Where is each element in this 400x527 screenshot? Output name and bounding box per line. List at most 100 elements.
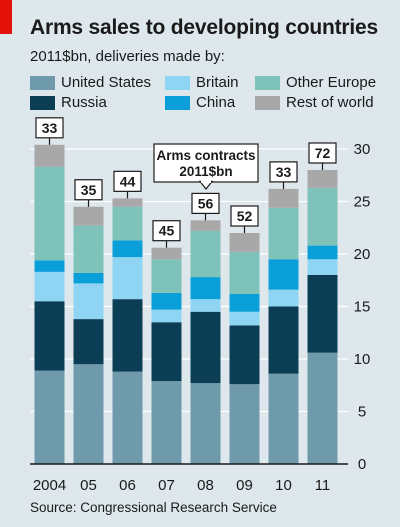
legend: United States Russia Britain China Other… xyxy=(30,74,400,116)
chart-title: Arms sales to developing countries xyxy=(30,16,378,39)
bar-segment-britain xyxy=(151,309,182,323)
bar-segment-russia xyxy=(73,319,104,365)
bar-segment-rest-of-world xyxy=(190,220,221,231)
bar-segment-russia xyxy=(268,306,299,374)
bar-segment-united-states xyxy=(112,371,143,464)
bar-segment-other-europe xyxy=(151,259,182,293)
legend-item-rest-of-world: Rest of world xyxy=(255,94,374,111)
x-tick-label: 11 xyxy=(315,477,331,494)
bar-segment-united-states xyxy=(190,383,221,464)
bar-segment-rest-of-world xyxy=(229,233,260,252)
legend-swatch-other-europe xyxy=(255,75,280,90)
bar-segment-russia xyxy=(307,275,338,353)
y-tick-label: 20 xyxy=(354,246,371,263)
x-tick-label: 07 xyxy=(158,477,175,494)
x-tick-label: 08 xyxy=(197,477,214,494)
bar-segment-united-states xyxy=(307,352,338,464)
bar-segment-russia xyxy=(34,301,65,371)
source-note: Source: Congressional Research Service xyxy=(30,500,277,515)
bar-segment-britain xyxy=(190,299,221,312)
contract-value-label: 72 xyxy=(315,145,331,161)
x-tick-label: 05 xyxy=(80,477,97,494)
x-tick-label: 06 xyxy=(119,477,136,494)
bar-segment-united-states xyxy=(34,370,65,464)
bar-segment-rest-of-world xyxy=(34,144,65,167)
y-tick-label: 0 xyxy=(358,456,366,473)
contract-value-label: 52 xyxy=(237,208,253,224)
bar-segment-china xyxy=(229,293,260,312)
bar-segment-rest-of-world xyxy=(268,188,299,208)
chart-subtitle: 2011$bn, deliveries made by: xyxy=(30,48,225,65)
bar-segment-china xyxy=(268,259,299,290)
bar-segment-rest-of-world xyxy=(307,170,338,188)
legend-label-other-europe: Other Europe xyxy=(286,74,377,91)
bar-segment-other-europe xyxy=(34,166,65,261)
red-tag xyxy=(0,0,12,34)
bar-segment-other-europe xyxy=(307,187,338,246)
x-tick-label: 2004 xyxy=(33,477,66,494)
bar-segment-rest-of-world xyxy=(112,198,143,207)
callout-text: Arms contracts xyxy=(156,148,255,163)
bar-segment-china xyxy=(190,277,221,300)
bar-segment-china xyxy=(73,272,104,284)
x-tick-label: 09 xyxy=(236,477,253,494)
contract-value-label: 33 xyxy=(42,120,58,136)
y-tick-label: 5 xyxy=(358,404,366,421)
y-tick-label: 30 xyxy=(354,141,371,158)
bar-segment-other-europe xyxy=(190,230,221,278)
legend-label-rest-of-world: Rest of world xyxy=(286,94,374,111)
legend-swatch-rest-of-world xyxy=(255,95,280,110)
bar-segment-china xyxy=(151,292,182,310)
bar-segment-russia xyxy=(229,325,260,385)
bar-segment-russia xyxy=(112,299,143,372)
legend-label-russia: Russia xyxy=(61,94,107,111)
bar-segment-united-states xyxy=(229,384,260,464)
callout-text: 2011$bn xyxy=(179,164,232,179)
bar-segment-britain xyxy=(229,311,260,326)
contract-value-label: 56 xyxy=(198,195,214,211)
contract-value-label: 44 xyxy=(120,173,136,189)
bar-segment-russia xyxy=(151,322,182,382)
callout-box xyxy=(153,143,259,183)
legend-label-united-states: United States xyxy=(61,74,152,91)
bar-segment-other-europe xyxy=(229,251,260,294)
legend-item-russia: Russia xyxy=(30,94,107,111)
bar-segment-rest-of-world xyxy=(73,206,104,226)
bar-segment-britain xyxy=(268,289,299,307)
bar-segment-united-states xyxy=(73,364,104,464)
bar-segment-china xyxy=(307,245,338,260)
y-tick-label: 15 xyxy=(354,299,371,316)
legend-label-britain: Britain xyxy=(196,74,239,91)
callout-pointer-cover xyxy=(201,180,211,183)
bar-segment-britain xyxy=(307,259,338,275)
legend-item-china: China xyxy=(165,94,235,111)
bar-segment-rest-of-world xyxy=(151,247,182,260)
bar-segment-other-europe xyxy=(73,225,104,273)
bar-segment-united-states xyxy=(268,373,299,464)
bar-segment-china xyxy=(112,240,143,258)
bar-segment-russia xyxy=(190,311,221,384)
legend-swatch-china xyxy=(165,95,190,110)
bar-segment-other-europe xyxy=(112,206,143,241)
contract-value-label: 33 xyxy=(276,164,292,180)
legend-item-united-states: United States xyxy=(30,74,151,91)
legend-swatch-britain xyxy=(165,75,190,90)
bar-segment-britain xyxy=(34,271,65,302)
bars xyxy=(34,144,338,464)
x-tick-label: 10 xyxy=(275,477,292,494)
bar-segment-china xyxy=(34,260,65,272)
contract-value-label: 45 xyxy=(159,223,175,239)
bar-segment-britain xyxy=(73,283,104,320)
y-tick-label: 25 xyxy=(354,194,371,211)
y-tick-label: 10 xyxy=(354,351,371,368)
legend-item-other-europe: Other Europe xyxy=(255,74,376,91)
legend-label-china: China xyxy=(196,94,236,111)
legend-swatch-russia xyxy=(30,95,55,110)
legend-swatch-united-states xyxy=(30,75,55,90)
bar-segment-other-europe xyxy=(268,207,299,260)
contract-value-label: 35 xyxy=(81,182,97,198)
bar-segment-united-states xyxy=(151,381,182,464)
